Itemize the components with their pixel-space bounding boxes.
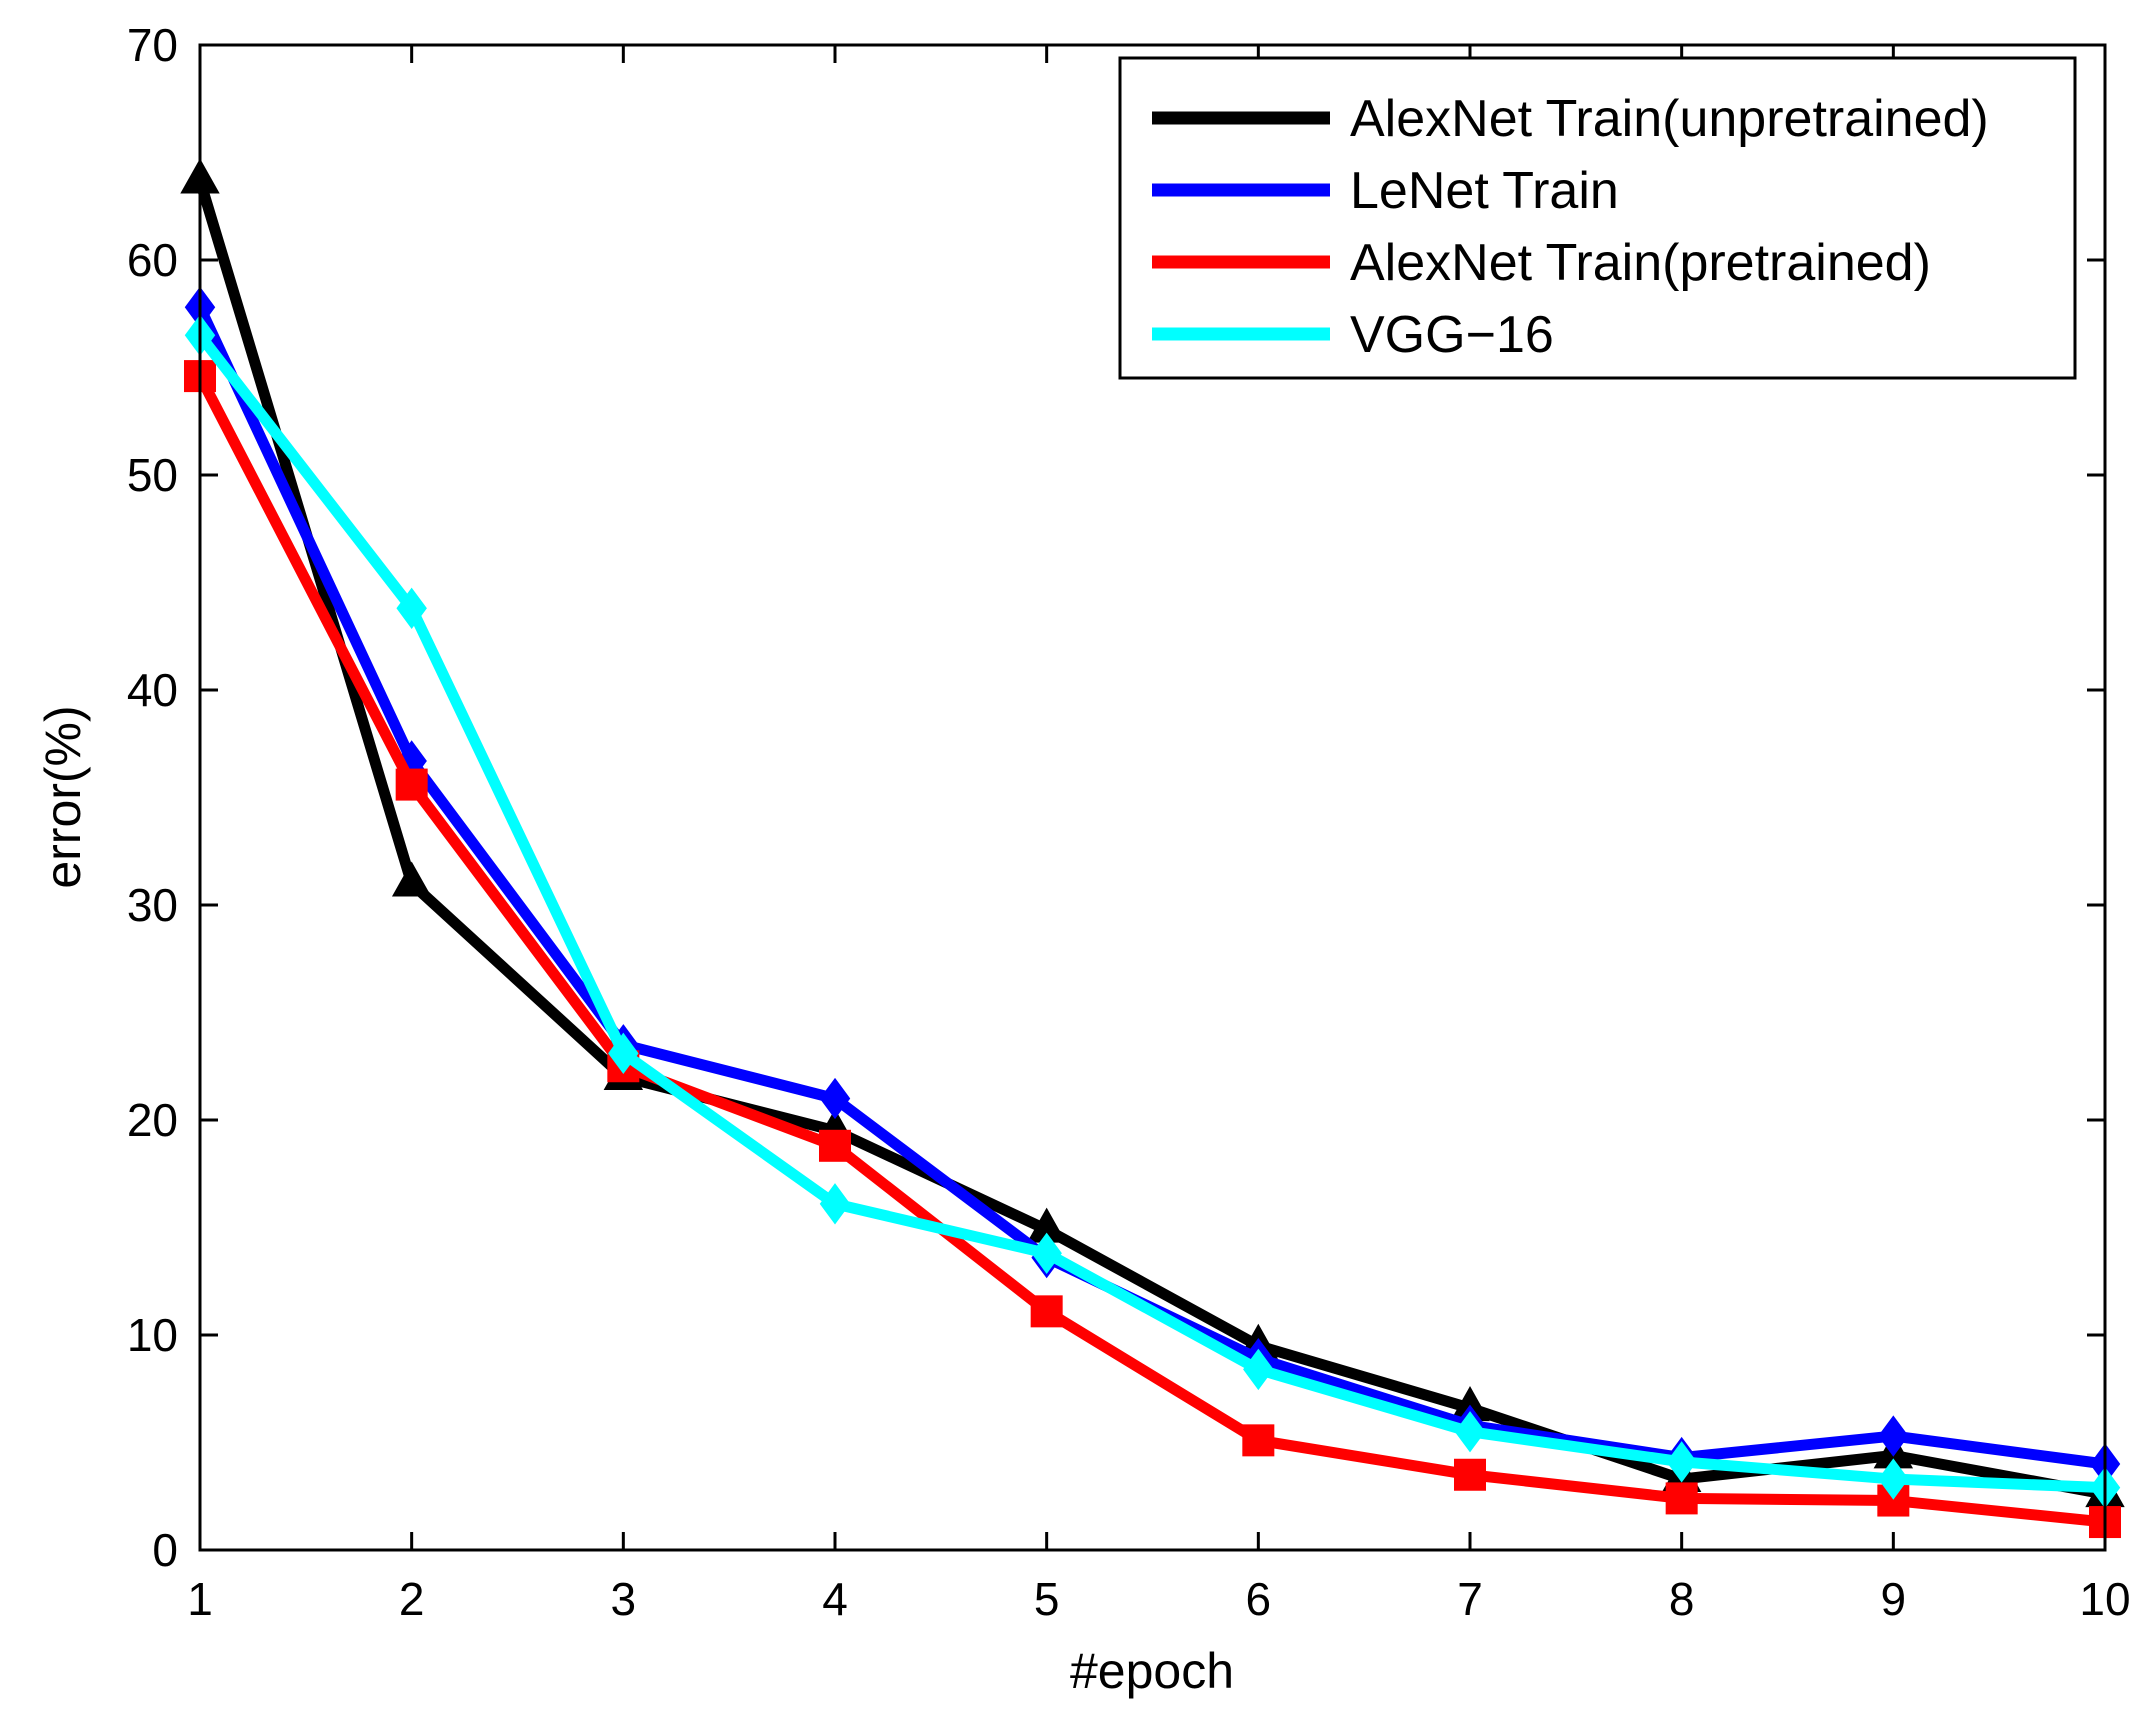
y-tick-label: 50 (127, 449, 178, 501)
y-tick-label: 40 (127, 664, 178, 716)
x-tick-label: 10 (2079, 1573, 2130, 1625)
data-point-lenet-train (819, 1077, 851, 1120)
data-point-alexnet-train-pretrained (1454, 1458, 1486, 1491)
x-tick-label: 3 (611, 1573, 637, 1625)
data-point-vgg-16 (1243, 1348, 1274, 1391)
legend-label-vgg16: VGG−16 (1350, 306, 1554, 364)
data-point-alexnet-train-pretrained (395, 768, 428, 801)
series-vgg-16 (184, 314, 2121, 1509)
x-tick-label: 4 (822, 1573, 848, 1625)
legend-entry-alexnet-unpretrained: AlexNet Train(unpretrained) (1152, 90, 1989, 148)
legend-entry-alexnet-pretrained: AlexNet Train(pretrained) (1152, 234, 1931, 292)
series-layer (180, 158, 2125, 1539)
legend: AlexNet Train(unpretrained) LeNet Train … (1118, 56, 2077, 380)
x-tick-label: 2 (399, 1573, 425, 1625)
y-tick-label: 70 (127, 19, 178, 71)
x-tick-label: 5 (1034, 1573, 1060, 1625)
x-tick-label: 1 (187, 1573, 213, 1625)
tick-labels: 1 2 3 4 5 6 7 8 9 10 0 10 20 30 40 50 60 70 (127, 19, 2131, 1625)
data-point-alexnet-train-pretrained (1665, 1482, 1698, 1515)
data-point-vgg-16 (608, 1032, 639, 1075)
data-point-vgg-16 (1031, 1232, 1062, 1274)
x-tick-label: 6 (1246, 1573, 1272, 1625)
x-axis-title: #epoch (1070, 1643, 1234, 1699)
legend-label-alexnet-unpretrained: AlexNet Train(unpretrained) (1350, 90, 1989, 148)
x-tick-label: 7 (1457, 1573, 1483, 1625)
series-alexnet-train-pretrained (184, 360, 2121, 1539)
y-tick-label: 10 (127, 1309, 178, 1361)
legend-entry-lenet: LeNet Train (1152, 162, 1619, 220)
legend-label-alexnet-pretrained: AlexNet Train(pretrained) (1350, 234, 1931, 292)
y-tick-label: 0 (152, 1524, 178, 1576)
series-line-vgg-16 (195, 331, 2106, 1494)
y-tick-label: 60 (127, 234, 178, 286)
data-point-lenet-train (1878, 1415, 1909, 1457)
data-point-alexnet-train-pretrained (819, 1129, 851, 1162)
legend-box (1118, 56, 2077, 380)
data-point-vgg-16 (1666, 1441, 1697, 1483)
y-axis-title: error(%) (35, 705, 91, 888)
y-tick-label: 20 (127, 1094, 178, 1146)
x-tick-label: 8 (1669, 1573, 1695, 1625)
legend-entry-vgg16: VGG−16 (1152, 306, 1554, 364)
y-tick-label: 30 (127, 879, 178, 931)
data-point-vgg-16 (396, 587, 427, 629)
x-tick-label: 9 (1881, 1573, 1907, 1625)
series-line-alexnet-train-pretrained (195, 373, 2106, 1528)
data-point-alexnet-train-unpretrained (391, 861, 432, 897)
data-point-alexnet-train-pretrained (1030, 1295, 1063, 1328)
data-point-vgg-16 (1878, 1458, 1909, 1500)
data-point-vgg-16 (1454, 1411, 1486, 1453)
data-point-vgg-16 (819, 1183, 851, 1225)
data-point-alexnet-train-pretrained (1242, 1424, 1275, 1457)
plot-frame (198, 43, 2107, 1552)
legend-label-lenet: LeNet Train (1350, 162, 1619, 220)
